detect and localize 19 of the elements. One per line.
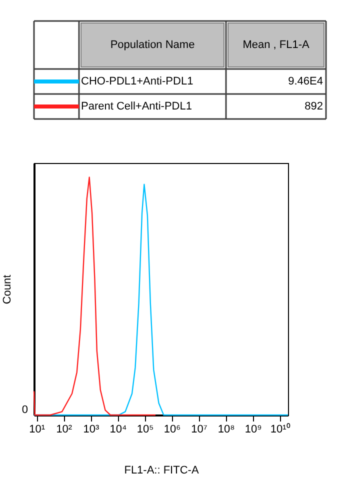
x-tick-label: 10⁹ xyxy=(244,424,262,436)
x-tick-label: 10⁸ xyxy=(218,424,235,436)
x-tick-label: 10³ xyxy=(83,424,100,436)
x-tick-label: 10² xyxy=(56,424,72,436)
text: Mean , FL1-A xyxy=(242,39,310,51)
x-tick-label: 10⁶ xyxy=(164,424,181,436)
text: 892 xyxy=(304,100,323,112)
y-axis-title: Count xyxy=(2,274,14,304)
text: 0 xyxy=(22,404,28,416)
x-tick-label: 10⁵ xyxy=(136,424,154,436)
x-tick-label: 10¹ xyxy=(29,424,46,436)
legend-label: Parent Cell+Anti-PDL1 xyxy=(81,100,192,112)
x-axis-title: FL1-A:: FITC-A xyxy=(124,464,200,476)
x-tick-label: 10⁴ xyxy=(110,424,127,436)
x-tick-label: 10¹⁰ xyxy=(270,422,290,436)
legend-label: CHO-PDL1+Anti-PDL1 xyxy=(81,76,194,88)
x-tick-label: 10⁷ xyxy=(191,424,208,436)
legend-title: Population Name xyxy=(110,39,195,51)
text: 9.46E4 xyxy=(288,76,323,88)
